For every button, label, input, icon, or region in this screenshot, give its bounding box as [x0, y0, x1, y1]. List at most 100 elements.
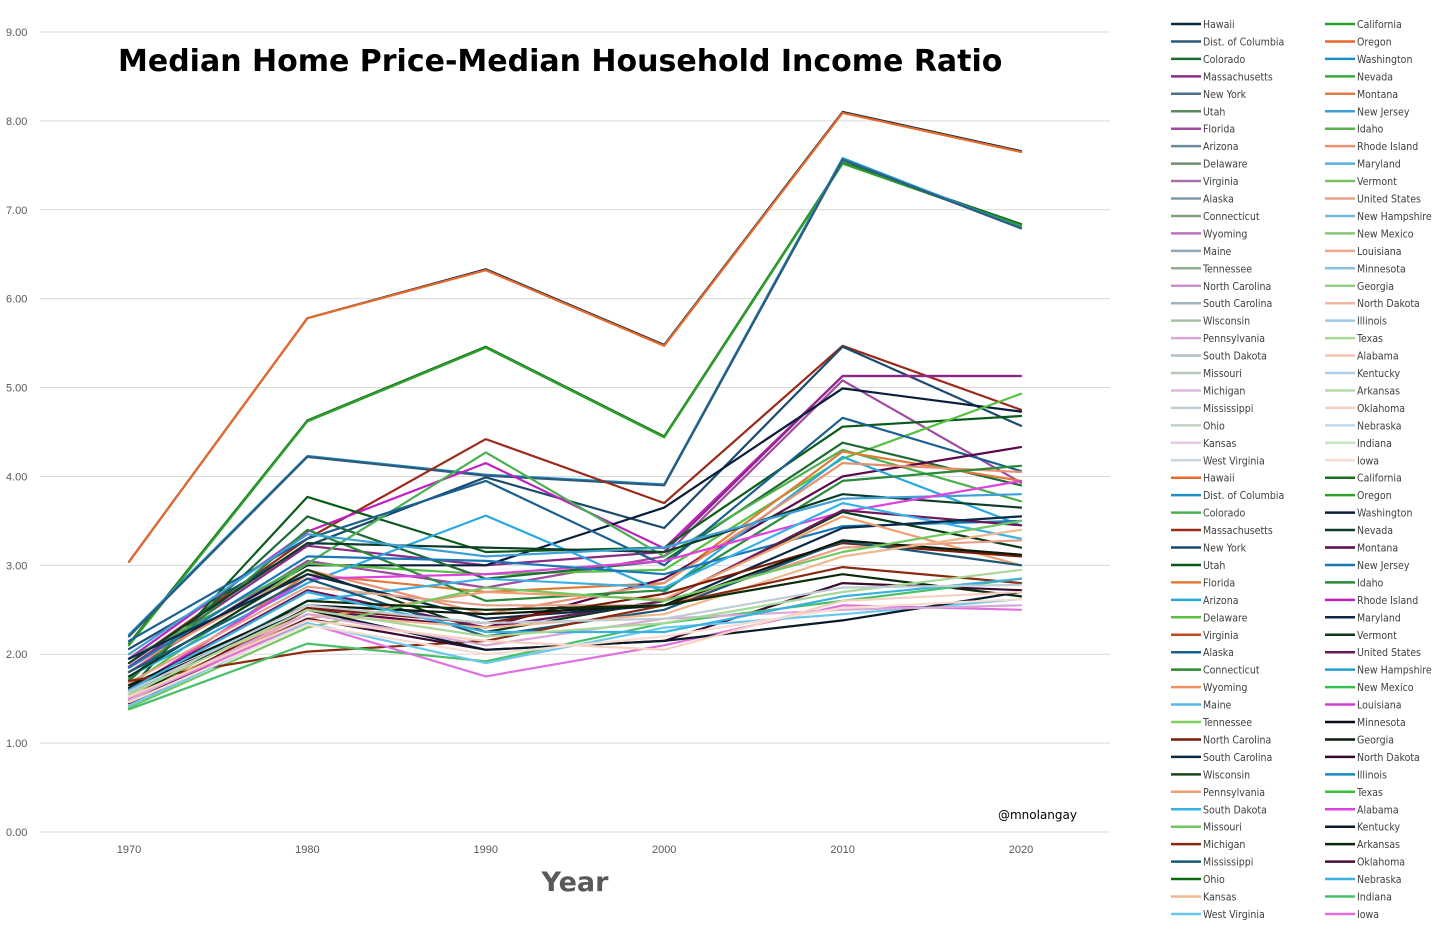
legend-label: New Mexico	[1357, 682, 1414, 694]
x-tick-label: 1970	[117, 844, 141, 856]
series-lines	[127, 110, 1023, 711]
y-tick-label: 9.00	[6, 27, 27, 39]
legend-label: Colorado	[1203, 508, 1245, 520]
legend-entry: Connecticut	[1171, 665, 1260, 677]
series-line-22	[127, 493, 1023, 665]
legend-label: West Virginia	[1203, 455, 1265, 467]
y-tick-label: 8.00	[6, 116, 27, 128]
legend-entry: New Jersey	[1325, 106, 1410, 118]
legend-entry: Florida	[1171, 577, 1235, 589]
legend-label: New Hampshire	[1357, 211, 1432, 223]
legend-entry: North Dakota	[1325, 298, 1420, 310]
legend-label: Arizona	[1203, 595, 1238, 607]
legend-label: Colorado	[1203, 54, 1245, 66]
series-line-31	[127, 515, 1023, 696]
y-tick-label: 2.00	[6, 649, 27, 661]
legend-label: Tennessee	[1202, 263, 1252, 275]
legend-label: Delaware	[1203, 159, 1248, 171]
legend-entry: Hawaii	[1171, 19, 1235, 31]
legend-label: Connecticut	[1203, 665, 1260, 677]
legend-label: Virginia	[1203, 630, 1239, 642]
legend-entry: Louisiana	[1325, 246, 1402, 258]
legend-label: Kansas	[1203, 892, 1236, 904]
legend-entry: Mississippi	[1171, 403, 1253, 415]
legend-label: New Hampshire	[1357, 665, 1432, 677]
legend-entry: Vermont	[1325, 176, 1397, 188]
legend-entry: South Carolina	[1171, 298, 1272, 310]
series-line-46	[127, 568, 1023, 696]
credit-label: @mnolangay	[998, 808, 1077, 822]
legend-label: New Jersey	[1357, 106, 1410, 118]
legend-label: Florida	[1203, 124, 1235, 136]
legend-entry: Montana	[1325, 89, 1398, 101]
legend-entry: Nebraska	[1325, 874, 1402, 886]
legend-entry: Nevada	[1325, 71, 1393, 83]
series-line-49	[127, 597, 1023, 704]
legend-label: Nevada	[1357, 71, 1393, 83]
legend-label: Pennsylvania	[1203, 787, 1265, 799]
series-line-5	[127, 158, 1023, 638]
series-line-35	[127, 519, 1023, 709]
legend-entry: Virginia	[1171, 176, 1239, 188]
legend-label: Illinois	[1357, 316, 1387, 328]
y-tick-label: 6.00	[6, 294, 27, 306]
legend-label: New York	[1203, 89, 1247, 101]
legend-label: Pennsylvania	[1203, 333, 1265, 345]
legend-label: Wisconsin	[1203, 316, 1250, 328]
legend-entry: Alaska	[1171, 647, 1234, 659]
legend-entry: North Carolina	[1171, 734, 1271, 746]
legend-entry: Kansas	[1171, 892, 1236, 904]
legend-label: Michigan	[1203, 839, 1245, 851]
legend-entry: Minnesota	[1325, 263, 1406, 275]
gridlines	[40, 31, 1110, 833]
legend-label: Massachusetts	[1203, 71, 1273, 83]
legend-label: Utah	[1203, 106, 1225, 118]
legend-entry: Alabama	[1325, 351, 1399, 363]
legend-entry: Alabama	[1325, 804, 1399, 816]
legend-label: North Dakota	[1357, 298, 1420, 310]
legend-entry: Colorado	[1171, 508, 1245, 520]
legend-entry: Iowa	[1325, 909, 1379, 921]
legend-label: Alabama	[1357, 804, 1399, 816]
legend-label: Virginia	[1203, 176, 1239, 188]
legend-entry: Kansas	[1171, 438, 1236, 450]
legend-label: North Carolina	[1203, 734, 1271, 746]
y-tick-label: 7.00	[6, 205, 27, 217]
legend-label: South Dakota	[1203, 804, 1267, 816]
legend-entry: Michigan	[1171, 385, 1245, 397]
legend-label: California	[1357, 19, 1402, 31]
legend-entry: Ohio	[1171, 874, 1225, 886]
legend-entry: Pennsylvania	[1171, 787, 1265, 799]
legend-entry: Georgia	[1325, 734, 1394, 746]
legend-entry: Illinois	[1325, 316, 1387, 328]
series-line-3	[127, 162, 1023, 647]
legend-label: Washington	[1357, 54, 1412, 66]
legend-label: Minnesota	[1357, 717, 1406, 729]
legend-label: Maryland	[1357, 159, 1401, 171]
legend-label: Kentucky	[1357, 822, 1400, 834]
legend-label: New Jersey	[1357, 560, 1410, 572]
series-line-41	[127, 604, 1023, 700]
legend-entry: Utah	[1171, 560, 1225, 572]
series-line-20	[127, 462, 1023, 669]
legend-label: Utah	[1203, 560, 1225, 572]
legend-entry: California	[1325, 473, 1402, 485]
legend-label: Arkansas	[1357, 839, 1400, 851]
legend-entry: Alaska	[1171, 194, 1234, 206]
x-tick-label: 2000	[652, 844, 676, 856]
legend-label: Texas	[1356, 787, 1383, 799]
legend-label: Georgia	[1357, 281, 1394, 293]
legend-entry: Minnesota	[1325, 717, 1406, 729]
legend-label: Montana	[1357, 89, 1398, 101]
chart-title: Median Home Price-Median Household Incom…	[118, 44, 1002, 79]
legend-entry: Maryland	[1325, 612, 1401, 624]
legend-entry: Arkansas	[1325, 839, 1400, 851]
legend-label: Arkansas	[1357, 385, 1400, 397]
legend-label: North Dakota	[1357, 752, 1420, 764]
legend-entry: Massachusetts	[1171, 71, 1273, 83]
legend-entry: New Jersey	[1325, 560, 1410, 572]
legend-entry: California	[1325, 19, 1402, 31]
legend-label: Kentucky	[1357, 368, 1400, 380]
legend-label: Indiana	[1357, 438, 1392, 450]
